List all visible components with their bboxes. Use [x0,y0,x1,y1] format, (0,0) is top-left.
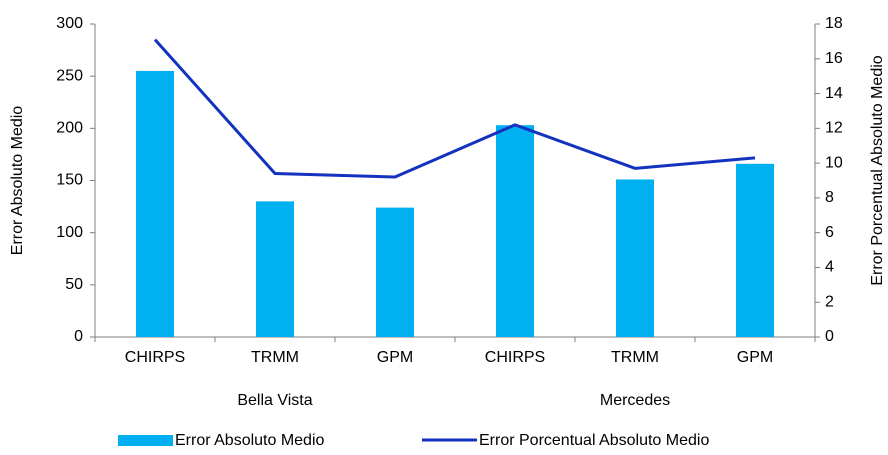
y2-tick-label: 0 [825,328,834,345]
y-tick-label: 300 [56,15,83,32]
bar [376,207,414,337]
y-tick-label: 200 [56,120,83,137]
bar [136,70,174,337]
y-tick-label: 250 [56,67,83,84]
group-label: Mercedes [600,392,670,409]
x-tick-label: GPM [737,349,773,366]
x-tick-label: GPM [377,349,413,366]
y2-tick-label: 10 [825,154,843,171]
y-tick-label: 100 [56,224,83,241]
bar [496,125,534,337]
bar [256,201,294,337]
y2-tick-label: 6 [825,224,834,241]
x-tick-label: CHIRPS [125,349,185,366]
y-tick-label: 0 [74,328,83,345]
x-tick-label: CHIRPS [485,349,545,366]
y2-axis-label: Error Porcentual Absoluto Medio [869,55,886,285]
group-label: Bella Vista [237,392,312,409]
y2-tick-label: 14 [825,85,843,102]
y2-tick-label: 18 [825,15,843,32]
legend-label: Error Porcentual Absoluto Medio [479,432,709,449]
legend-label: Error Absoluto Medio [175,432,325,449]
y-axis-label: Error Absoluto Medio [9,106,26,256]
y2-tick-label: 8 [825,189,834,206]
y-tick-label: 150 [56,172,83,189]
y2-tick-label: 2 [825,293,834,310]
y2-tick-label: 12 [825,120,843,137]
y2-tick-label: 16 [825,50,843,67]
x-tick-label: TRMM [251,349,299,366]
line [153,38,756,179]
y2-tick-label: 4 [825,259,834,276]
legend-swatch [118,435,173,446]
y-tick-label: 50 [65,276,83,293]
bar [736,163,774,337]
x-tick-label: TRMM [611,349,659,366]
bar [616,179,654,337]
